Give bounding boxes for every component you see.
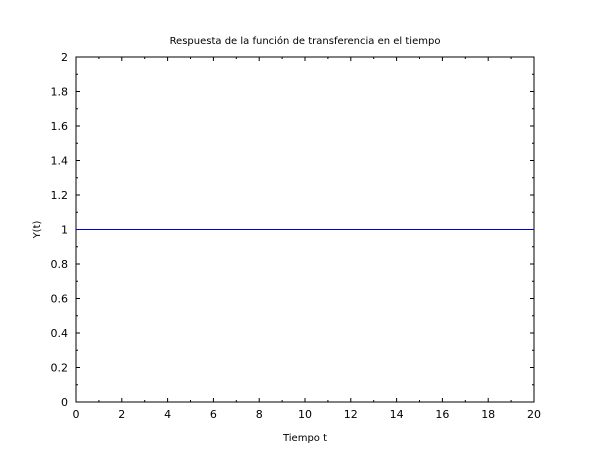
- y-axis-label: Y(t): [32, 220, 43, 239]
- x-tick-label: 0: [73, 408, 80, 421]
- x-tick-label: 2: [118, 408, 125, 421]
- x-tick-label: 12: [344, 408, 358, 421]
- x-tick-label: 4: [164, 408, 171, 421]
- chart-title: Respuesta de la función de transferencia…: [170, 35, 441, 47]
- y-tick-label: 1.8: [51, 86, 69, 99]
- x-tick-label: 8: [256, 408, 263, 421]
- y-tick-label: 0.8: [51, 258, 69, 271]
- x-tick-label: 14: [390, 408, 404, 421]
- y-tick-label: 0: [61, 396, 68, 409]
- x-tick-label: 10: [298, 408, 312, 421]
- axis-ticks: 0 2 4 6 8 10 12 14 16 18 20 0 0.2 0.4 0.6 0.8 1 1.2 1.4 1.6…: [51, 51, 542, 421]
- x-tick-label: 6: [210, 408, 217, 421]
- y-tick-label: 2: [61, 51, 68, 64]
- y-tick-label: 0.2: [51, 362, 69, 375]
- y-tick-label: 1: [61, 224, 68, 237]
- x-axis-label: Tiempo t: [282, 433, 327, 444]
- x-tick-label: 20: [527, 408, 541, 421]
- y-tick-label: 0.4: [51, 327, 69, 340]
- x-tick-label: 16: [435, 408, 449, 421]
- x-tick-label: 18: [481, 408, 495, 421]
- y-tick-label: 1.2: [51, 189, 69, 202]
- y-tick-label: 1.6: [51, 120, 69, 133]
- y-tick-label: 1.4: [51, 155, 69, 168]
- y-tick-label: 0.6: [51, 293, 69, 306]
